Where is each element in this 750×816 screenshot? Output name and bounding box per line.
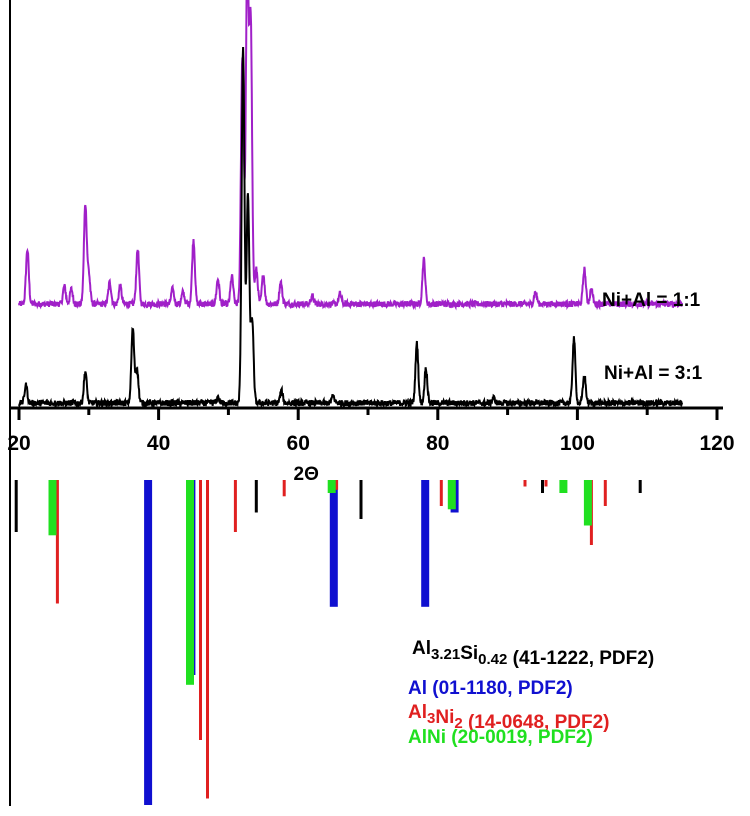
ref-line-1-2	[254, 480, 258, 513]
x-axis-label: 2Θ	[294, 464, 319, 485]
legend: Al3.21Si0.42 (41-1222, PDF2) Al (01-1180,…	[408, 638, 654, 748]
ref-line-4-2	[186, 480, 194, 685]
legend-item-2: Al (01-1180, PDF2)	[408, 678, 573, 699]
x-tick-label-40: 40	[147, 432, 170, 455]
ref-line-2-4	[421, 480, 430, 607]
ref-line-3-3	[206, 480, 209, 799]
ref-line-3-4	[233, 480, 237, 532]
ref-line-3-9	[544, 480, 548, 487]
legend-item-1: Al3.21Si0.42 (41-1222, PDF2)	[412, 638, 654, 669]
series-label-1: Ni+Al = 1:1	[602, 290, 701, 311]
legend-item-4: AlNi (20-0019, PDF2)	[408, 727, 593, 748]
ref-line-4-1	[48, 480, 57, 536]
ref-line-4-5	[559, 480, 568, 493]
ref-line-2-1	[144, 480, 153, 805]
ref-line-1-4	[541, 480, 544, 493]
ref-line-3-6	[335, 480, 339, 490]
series-label-2: Ni+Al = 3:1	[604, 363, 703, 384]
x-axis: 20 40 60 80 100 120	[7, 406, 735, 455]
ref-line-1-1	[14, 480, 18, 532]
ref-line-3-8	[523, 480, 527, 487]
x-tick-label-60: 60	[287, 432, 310, 455]
ref-line-3-1	[55, 480, 59, 604]
ref-line-3-7	[439, 480, 443, 506]
ref-line-3-11	[603, 480, 607, 506]
reference-patterns	[14, 480, 642, 805]
ref-line-4-4	[447, 480, 456, 510]
x-tick-label-80: 80	[426, 432, 449, 455]
series-layer	[9, 0, 684, 806]
x-tick-label-100: 100	[560, 432, 595, 455]
ref-line-1-3	[359, 480, 363, 519]
ref-line-3-5	[282, 480, 286, 497]
x-tick-label-20: 20	[7, 432, 30, 455]
ref-line-3-2	[199, 480, 202, 740]
ref-line-4-3	[327, 480, 336, 493]
x-tick-label-120: 120	[699, 432, 734, 455]
ref-line-4-6	[583, 480, 592, 526]
series-line-2	[18, 46, 684, 410]
ref-line-1-5	[638, 480, 642, 493]
ref-line-2-3	[329, 480, 338, 607]
series-line-1	[18, 0, 684, 311]
series-labels: Ni+Al = 1:1 Ni+Al = 3:1	[602, 290, 703, 384]
legend-item-3: Al3Ni2 (14-0648, PDF2)	[408, 702, 609, 733]
